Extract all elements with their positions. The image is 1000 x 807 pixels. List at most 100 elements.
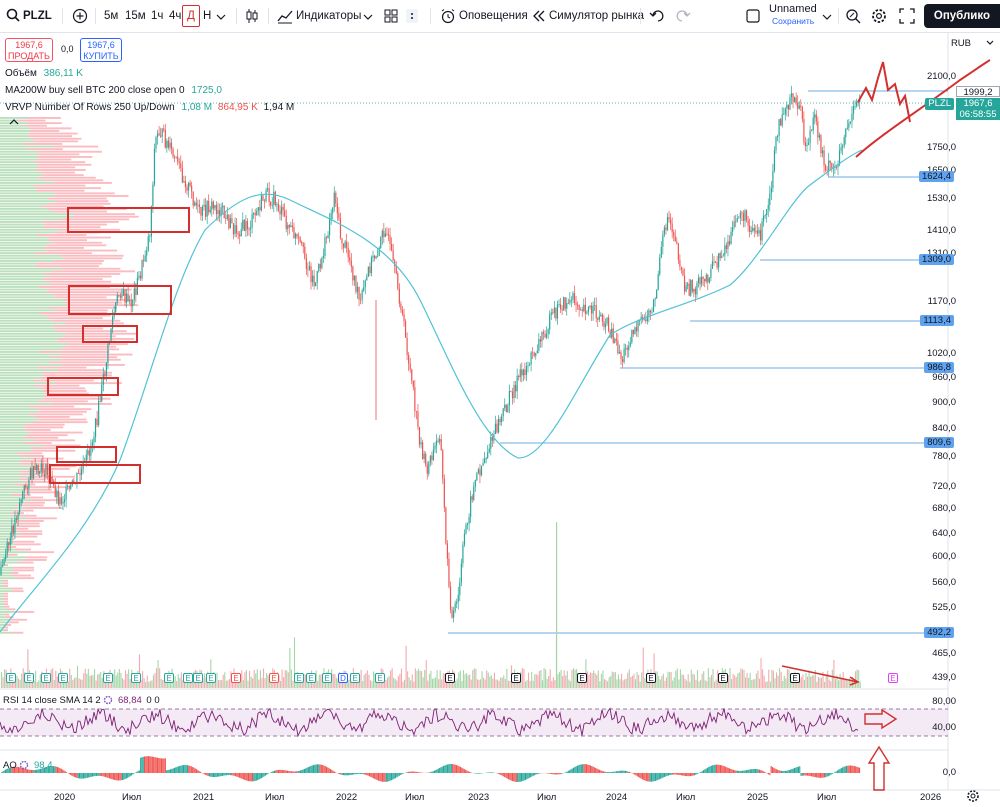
compare-add-icon[interactable] — [72, 8, 88, 24]
layout-name[interactable]: Unnamed — [769, 3, 817, 15]
ao-bar — [580, 764, 582, 773]
interval-week[interactable]: Н — [203, 10, 212, 22]
earnings-event-marker[interactable]: E — [103, 673, 113, 683]
volume-profile-up-row — [0, 249, 48, 252]
earnings-event-marker[interactable]: E — [193, 673, 203, 683]
symbol-search-button[interactable]: PLZL — [23, 10, 52, 22]
earnings-event-marker[interactable]: E — [183, 673, 193, 683]
volume-bar — [204, 673, 206, 688]
indicators-button[interactable]: Индикаторы — [296, 10, 362, 22]
ao-bar — [77, 773, 79, 779]
undo-icon[interactable] — [649, 8, 665, 24]
earnings-event-marker[interactable]: E — [718, 673, 728, 683]
earnings-event-marker[interactable]: E — [306, 673, 316, 683]
candles-chart-type-icon[interactable] — [244, 8, 260, 24]
ao-bar — [387, 773, 389, 782]
earnings-event-marker[interactable]: E — [294, 673, 304, 683]
volume-bar — [729, 668, 731, 688]
ao-bar — [11, 767, 13, 773]
ao-bar — [119, 773, 121, 781]
ao-bar — [445, 764, 447, 773]
candle-body — [766, 209, 768, 216]
layout-save-status[interactable]: Сохранить — [772, 16, 815, 26]
collapse-legend-chevron-icon[interactable] — [8, 116, 20, 128]
templates-grid-icon[interactable] — [383, 8, 399, 24]
ao-bar — [690, 773, 692, 777]
ma-legend[interactable]: MA200W buy sell BTC 200 close open 0 172… — [5, 85, 222, 96]
ao-legend[interactable]: AO 98,4 — [3, 760, 53, 771]
candle-body — [752, 228, 754, 231]
volume-profile-down-row — [3, 600, 8, 603]
time-axis-label: Июл — [537, 792, 557, 803]
chevron-down-icon[interactable] — [363, 12, 373, 20]
chevron-down-icon[interactable] — [216, 12, 226, 20]
price-chart-canvas[interactable] — [0, 33, 1000, 807]
chevron-down-icon[interactable] — [985, 38, 995, 48]
layout-checkbox-icon[interactable] — [746, 9, 760, 23]
earnings-event-marker[interactable]: E — [646, 673, 656, 683]
earnings-event-marker[interactable]: E — [888, 673, 898, 683]
interval-15m[interactable]: 15м — [125, 10, 146, 22]
interval-5m[interactable]: 5м — [104, 10, 119, 22]
earnings-event-marker[interactable]: E — [375, 673, 385, 683]
interval-day-selected[interactable]: Д — [182, 5, 200, 27]
earnings-event-marker[interactable]: E — [322, 673, 332, 683]
search-icon[interactable] — [6, 8, 20, 22]
currency-label[interactable]: RUB — [950, 38, 971, 49]
rsi-legend[interactable]: RSI 14 close SMA 14 2 68,84 0 0 — [3, 695, 160, 706]
chevron-down-icon[interactable] — [822, 12, 832, 20]
publish-button[interactable]: Опублико — [923, 4, 1000, 28]
volume-legend[interactable]: Объём 386,11 K — [5, 68, 83, 79]
annotation-rectangle — [68, 285, 172, 315]
volume-bar — [218, 680, 220, 688]
sell-button[interactable]: 1967,6 ПРОДАТЬ — [5, 38, 53, 62]
rsi-settings-icon[interactable] — [103, 695, 113, 705]
ao-settings-icon[interactable] — [19, 760, 29, 770]
volume-bar — [86, 673, 88, 688]
earnings-event-marker[interactable]: E — [58, 673, 68, 683]
earnings-event-marker[interactable]: E — [790, 673, 800, 683]
earnings-event-marker[interactable]: E — [24, 673, 34, 683]
indicators-icon[interactable] — [277, 8, 293, 24]
ao-bar — [452, 764, 454, 773]
quick-search-icon[interactable] — [845, 8, 861, 24]
earnings-event-marker[interactable]: E — [41, 673, 51, 683]
fullscreen-icon[interactable] — [899, 8, 915, 24]
ao-bar — [198, 770, 200, 773]
volume-bar — [771, 669, 773, 688]
earnings-event-marker[interactable]: E — [206, 673, 216, 683]
earnings-event-marker[interactable]: E — [164, 673, 174, 683]
candle-body — [302, 243, 304, 247]
ao-bar — [714, 764, 716, 773]
replay-rewind-icon[interactable] — [532, 10, 546, 22]
settings-gear-icon[interactable] — [871, 8, 887, 24]
earnings-event-marker[interactable]: E — [269, 673, 279, 683]
candle-body — [851, 113, 853, 122]
volume-profile-down-row — [18, 119, 46, 122]
ao-bar — [205, 773, 207, 775]
earnings-event-marker[interactable]: E — [511, 673, 521, 683]
earnings-event-marker[interactable]: E — [445, 673, 455, 683]
buy-button[interactable]: 1967,6 КУПИТЬ — [80, 38, 122, 62]
ao-bar — [456, 765, 458, 773]
volume-profile-down-row — [43, 226, 101, 229]
earnings-event-marker[interactable]: E — [577, 673, 587, 683]
earnings-event-marker[interactable]: E — [131, 673, 141, 683]
vrvp-legend[interactable]: VRVP Number Of Rows 250 Up/Down 1,08 M 8… — [5, 102, 294, 113]
time-axis-settings-gear-icon[interactable] — [966, 789, 980, 803]
alert-clock-icon[interactable] — [440, 8, 456, 24]
earnings-event-marker[interactable]: E — [231, 673, 241, 683]
candle-body — [43, 473, 45, 477]
earnings-event-marker[interactable]: D — [338, 673, 348, 683]
ao-bar — [647, 773, 649, 782]
interval-4h[interactable]: 4ч — [169, 10, 182, 22]
redo-icon[interactable] — [675, 8, 691, 24]
alerts-button[interactable]: Оповещения — [459, 10, 528, 22]
candle-body — [156, 133, 159, 138]
interval-1h[interactable]: 1ч — [151, 10, 164, 22]
replay-button[interactable]: Симулятор рынка — [549, 10, 645, 22]
volume-bar — [545, 669, 547, 688]
earnings-event-marker[interactable]: E — [350, 673, 360, 683]
earnings-event-marker[interactable]: E — [6, 673, 16, 683]
more-options-icon[interactable] — [405, 8, 419, 24]
